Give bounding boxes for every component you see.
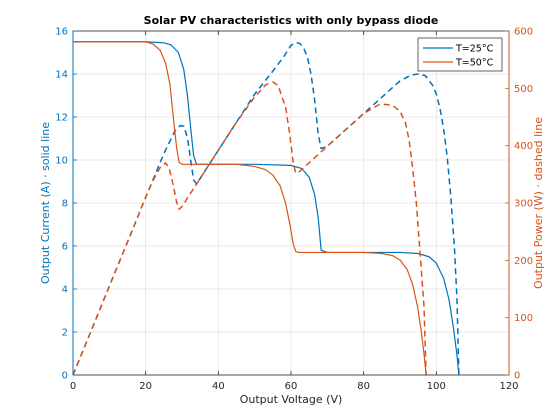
right-y-tick-label: 600	[514, 27, 533, 38]
legend-label-t25: T=25°C	[455, 44, 494, 55]
right-y-tick-label: 300	[514, 199, 533, 210]
left-y-tick-label: 10	[55, 156, 68, 167]
current-line-t-25-c	[73, 41, 460, 376]
left-y-tick-label: 0	[62, 371, 68, 382]
legend-box	[417, 37, 503, 72]
x-tick-label: 20	[139, 381, 152, 392]
left-axis-title: Output Current (A) · solid line	[39, 122, 52, 284]
left-y-tick-label: 4	[62, 285, 68, 296]
power-line-t-50-c	[72, 81, 427, 376]
right-y-tick-label: 100	[514, 313, 533, 324]
legend: T=25°C T=50°C	[417, 37, 503, 72]
legend-label-t50: T=50°C	[455, 58, 494, 69]
left-y-tick-label: 2	[62, 328, 68, 339]
data-series-layer	[72, 41, 460, 376]
x-tick-label: 60	[285, 381, 298, 392]
chart-title: Solar PV characteristics with only bypas…	[144, 14, 439, 27]
left-y-tick-label: 6	[62, 242, 68, 253]
right-y-tick-label: 400	[514, 141, 533, 152]
right-y-tick-label: 200	[514, 256, 533, 267]
x-tick-label: 40	[212, 381, 225, 392]
x-tick-label: 100	[427, 381, 446, 392]
left-y-tick-label: 8	[62, 199, 68, 210]
x-tick-label: 80	[357, 381, 370, 392]
x-axis-title: Output Voltage (V)	[240, 393, 343, 406]
current-line-t-50-c	[73, 41, 427, 376]
right-y-tick-label: 0	[514, 371, 520, 382]
x-tick-label: 0	[70, 381, 76, 392]
x-tick-label: 120	[499, 381, 518, 392]
right-axis-title: Output Power (W) · dashed line	[532, 117, 545, 289]
right-y-tick-label: 500	[514, 84, 533, 95]
left-y-tick-label: 14	[55, 70, 68, 81]
left-y-tick-label: 16	[55, 27, 68, 38]
axes: 0 20 40 60 80 100 1200246810121416010020030040…	[55, 27, 533, 393]
left-y-tick-label: 12	[55, 113, 68, 124]
